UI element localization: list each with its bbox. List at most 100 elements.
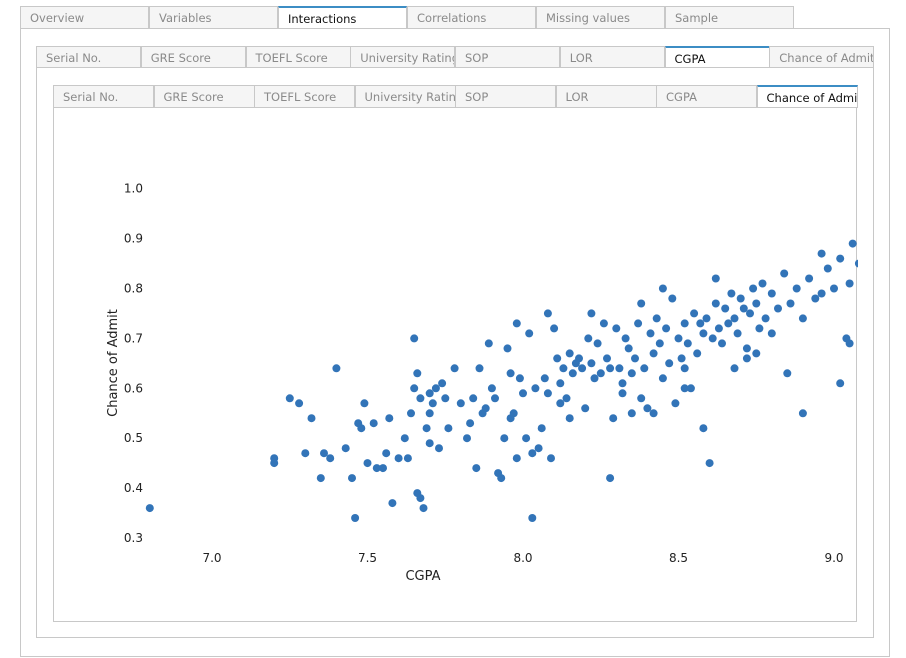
scatter-point — [755, 324, 764, 333]
scatter-point — [711, 274, 720, 283]
x-tab-chance-of-admit[interactable]: Chance of Admit — [769, 46, 875, 68]
scatter-point — [792, 284, 801, 293]
scatter-point — [730, 364, 739, 373]
y-tab-toefl-score[interactable]: TOEFL Score — [254, 85, 355, 108]
scatter-point — [752, 299, 761, 308]
scatter-point — [699, 329, 708, 338]
scatter-point — [631, 354, 639, 363]
scatter-point — [382, 449, 391, 458]
scatter-point — [407, 409, 415, 418]
scatter-point — [410, 334, 419, 343]
tab-variables[interactable]: Variables — [149, 6, 278, 29]
x-tick-label: 7.0 — [202, 551, 221, 565]
x-tab-serial-no[interactable]: Serial No. — [36, 46, 141, 68]
y-tab-gre-score[interactable]: GRE Score — [153, 85, 255, 108]
scatter-point — [416, 494, 425, 503]
scatter-point — [680, 319, 689, 328]
y-tab-chance-of-admit[interactable]: Chance of Admit — [756, 85, 858, 108]
scatter-point — [301, 449, 310, 458]
scatter-point — [721, 304, 730, 313]
y-tick-label: 0.3 — [124, 531, 143, 545]
scatter-point — [463, 434, 471, 443]
x-tab-gre-score[interactable]: GRE Score — [140, 46, 246, 68]
y-tick-label: 0.7 — [124, 331, 143, 345]
scatter-point — [640, 364, 649, 373]
scatter-point — [522, 434, 531, 443]
scatter-point — [686, 384, 695, 393]
y-tab-cgpa[interactable]: CGPA — [656, 85, 757, 108]
scatter-point — [798, 409, 807, 418]
x-tab-toefl-score[interactable]: TOEFL Score — [245, 46, 351, 68]
scatter-point — [503, 344, 512, 353]
scatter-point — [578, 364, 587, 373]
scatter-point — [780, 269, 789, 278]
scatter-point — [596, 369, 605, 378]
y-tab-lor[interactable]: LOR — [555, 85, 657, 108]
y-tab-sop[interactable]: SOP — [455, 85, 556, 108]
scatter-point — [357, 424, 366, 433]
scatter-point — [817, 289, 826, 298]
scatter-point — [618, 379, 627, 388]
scatter-point — [565, 414, 574, 423]
y-tick-label: 0.8 — [124, 282, 143, 296]
scatter-point — [400, 434, 409, 443]
x-tick-label: 8.5 — [669, 551, 688, 565]
scatter-point — [332, 364, 341, 373]
scatter-point — [643, 404, 652, 413]
scatter-point — [618, 389, 627, 398]
tab-correlations[interactable]: Correlations — [407, 6, 536, 29]
tab-interactions[interactable]: Interactions — [278, 6, 407, 29]
tab-overview[interactable]: Overview — [20, 6, 149, 29]
scatter-point — [372, 464, 381, 473]
scatter-point — [270, 459, 279, 468]
scatter-point — [428, 399, 437, 408]
scatter-point — [649, 409, 658, 418]
scatter-point — [444, 424, 453, 433]
x-tab-sop[interactable]: SOP — [455, 46, 560, 68]
scatter-point — [553, 354, 562, 363]
tab-sample[interactable]: Sample — [665, 6, 794, 29]
x-tab-cgpa[interactable]: CGPA — [664, 46, 770, 68]
scatter-point — [491, 394, 499, 403]
scatter-point — [515, 374, 524, 383]
scatter-point — [369, 419, 378, 428]
scatter-point — [702, 314, 711, 323]
scatter-point — [705, 459, 714, 468]
scatter-point — [680, 384, 689, 393]
scatter-point — [394, 454, 403, 463]
scatter-point — [506, 369, 515, 378]
scatter-point — [385, 414, 394, 423]
y-tick-label: 1.0 — [124, 182, 143, 196]
y-tab-serial-no[interactable]: Serial No. — [53, 85, 154, 108]
scatter-point — [742, 354, 751, 363]
scatter-point — [823, 264, 832, 273]
scatter-point — [326, 454, 335, 463]
scatter-point — [612, 324, 621, 333]
x-tab-lor[interactable]: LOR — [559, 46, 665, 68]
scatter-point — [422, 424, 431, 433]
scatter-point — [441, 394, 450, 403]
scatter-point — [360, 399, 369, 408]
y-tab-university-rating[interactable]: University Rating — [354, 85, 456, 108]
scatter-point — [690, 309, 699, 318]
scatter-point — [758, 279, 767, 288]
x-tab-university-rating[interactable]: University Rating — [350, 46, 456, 68]
scatter-point — [655, 339, 664, 348]
scatter-point — [752, 349, 761, 358]
scatter-plot: 7.07.58.08.59.09.510.0 0.30.40.50.60.70.… — [106, 182, 858, 584]
scatter-point — [341, 444, 350, 453]
scatter-point — [652, 314, 661, 323]
scatter-point — [475, 364, 484, 373]
scatter-point — [584, 334, 593, 343]
scatter-point — [472, 464, 481, 473]
scatter-point — [320, 449, 328, 458]
scatter-point — [543, 309, 552, 318]
tab-missing-values[interactable]: Missing values — [536, 6, 665, 29]
scatter-point — [509, 409, 518, 418]
scatter-point — [537, 424, 546, 433]
scatter-point — [606, 364, 615, 373]
scatter-point — [466, 419, 475, 428]
scatter-point — [848, 239, 857, 248]
plot-panel: 7.07.58.08.59.09.510.0 0.30.40.50.60.70.… — [53, 107, 858, 622]
scatter-point — [680, 364, 689, 373]
